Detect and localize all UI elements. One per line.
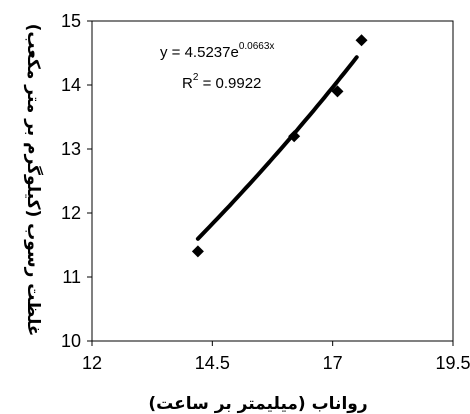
data-point-marker (288, 130, 301, 143)
x-tick-label: 14.5 (195, 353, 230, 373)
data-point-marker (191, 245, 204, 258)
x-tick-label: 19.5 (435, 353, 470, 373)
y-tick-label: 11 (62, 267, 81, 287)
y-axis: 10 11 12 13 14 15 (61, 11, 92, 351)
trendline-equation: y = 4.5237e0.0663x (160, 41, 274, 61)
equation-prefix: y = 4.5237e (160, 44, 239, 61)
r-squared: R2 = 0.9922 (182, 72, 261, 92)
y-tick-label: 14 (61, 75, 81, 95)
y-tick-label: 12 (61, 203, 81, 223)
trendline (195, 55, 359, 241)
y-tick-label: 10 (61, 331, 81, 351)
data-point-marker (331, 85, 344, 98)
r-squared-symbol: R (182, 75, 193, 92)
x-axis-title: رواناب (میلیمتر بر ساعت) (148, 394, 367, 414)
y-axis-title: غلظت رسوب (کیلوگرم بر متر مکعب) (23, 24, 44, 337)
x-tick-label: 12 (82, 353, 102, 373)
r-squared-superscript: 2 (193, 72, 199, 83)
x-axis: 12 14.5 17 19.5 (82, 341, 470, 373)
x-tick-label: 17 (323, 353, 343, 373)
plot-frame (91, 20, 454, 342)
y-tick-label: 13 (61, 139, 81, 159)
equation-exponent: 0.0663x (239, 41, 275, 52)
data-points (191, 34, 368, 258)
y-tick-label: 15 (61, 11, 81, 31)
r-squared-value: = 0.9922 (198, 75, 261, 92)
data-point-marker (355, 34, 368, 47)
plot-area (91, 20, 454, 342)
